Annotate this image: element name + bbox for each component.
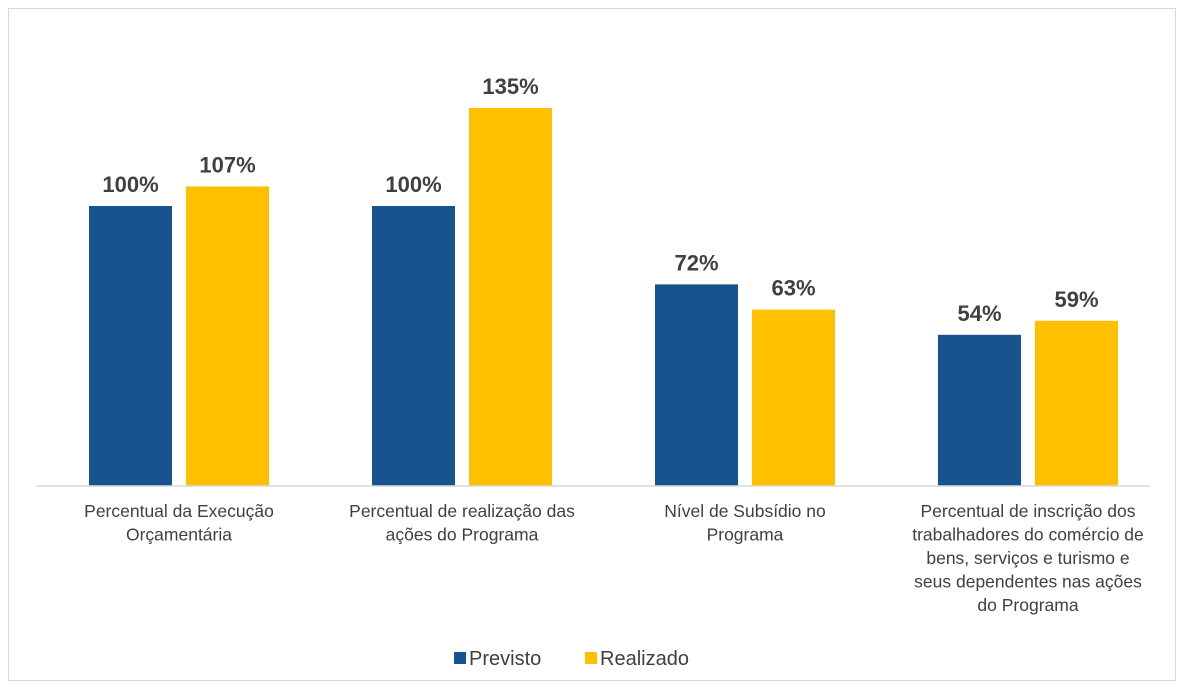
data-label-realizado-4: 59% bbox=[1054, 287, 1098, 312]
data-label-previsto-4: 54% bbox=[957, 301, 1001, 326]
data-label-realizado-1: 107% bbox=[199, 152, 255, 177]
category-label-4-line-4: seus dependentes nas ações bbox=[914, 572, 1142, 592]
legend-swatch-realizado bbox=[585, 652, 597, 664]
category-labels: Percentual da Execução Orçamentária Percen… bbox=[84, 501, 1144, 615]
category-label-4-line-1: Percentual de inscrição dos bbox=[921, 501, 1136, 521]
legend: Previsto Realizado bbox=[454, 648, 689, 670]
data-label-previsto-3: 72% bbox=[674, 250, 718, 275]
category-label-4-line-5: do Programa bbox=[977, 595, 1078, 615]
category-label-1-line-1: Percentual da Execução bbox=[84, 501, 274, 521]
bar-previsto-1 bbox=[89, 206, 172, 486]
bar-realizado-2 bbox=[469, 108, 552, 486]
category-label-3-line-2: Programa bbox=[707, 525, 784, 545]
legend-label-realizado: Realizado bbox=[600, 648, 689, 670]
bar-realizado-1 bbox=[186, 186, 269, 486]
category-label-3-line-1: Nível de Subsídio no bbox=[664, 501, 826, 521]
category-label-1-line-2: Orçamentária bbox=[126, 525, 232, 545]
data-label-realizado-3: 63% bbox=[771, 276, 815, 301]
category-label-4-line-2: trabalhadores do comércio de bbox=[912, 525, 1144, 545]
category-label-4-line-3: bens, serviços e turismo e bbox=[926, 548, 1129, 568]
bar-previsto-4 bbox=[938, 334, 1021, 486]
legend-label-previsto: Previsto bbox=[469, 648, 541, 670]
data-label-realizado-2: 135% bbox=[482, 74, 538, 99]
bar-realizado-3 bbox=[752, 309, 835, 486]
category-label-2-line-2: ações do Programa bbox=[386, 525, 539, 545]
bar-previsto-3 bbox=[655, 284, 738, 486]
bar-realizado-4 bbox=[1035, 320, 1118, 486]
category-label-2-line-1: Percentual de realização das bbox=[349, 501, 575, 521]
data-label-previsto-2: 100% bbox=[385, 172, 441, 197]
data-label-previsto-1: 100% bbox=[102, 172, 158, 197]
bars-group: 100% 107% 100% 135% 72% 63% 54% 59% bbox=[89, 74, 1118, 486]
legend-swatch-previsto bbox=[454, 652, 466, 664]
bar-previsto-2 bbox=[372, 206, 455, 486]
